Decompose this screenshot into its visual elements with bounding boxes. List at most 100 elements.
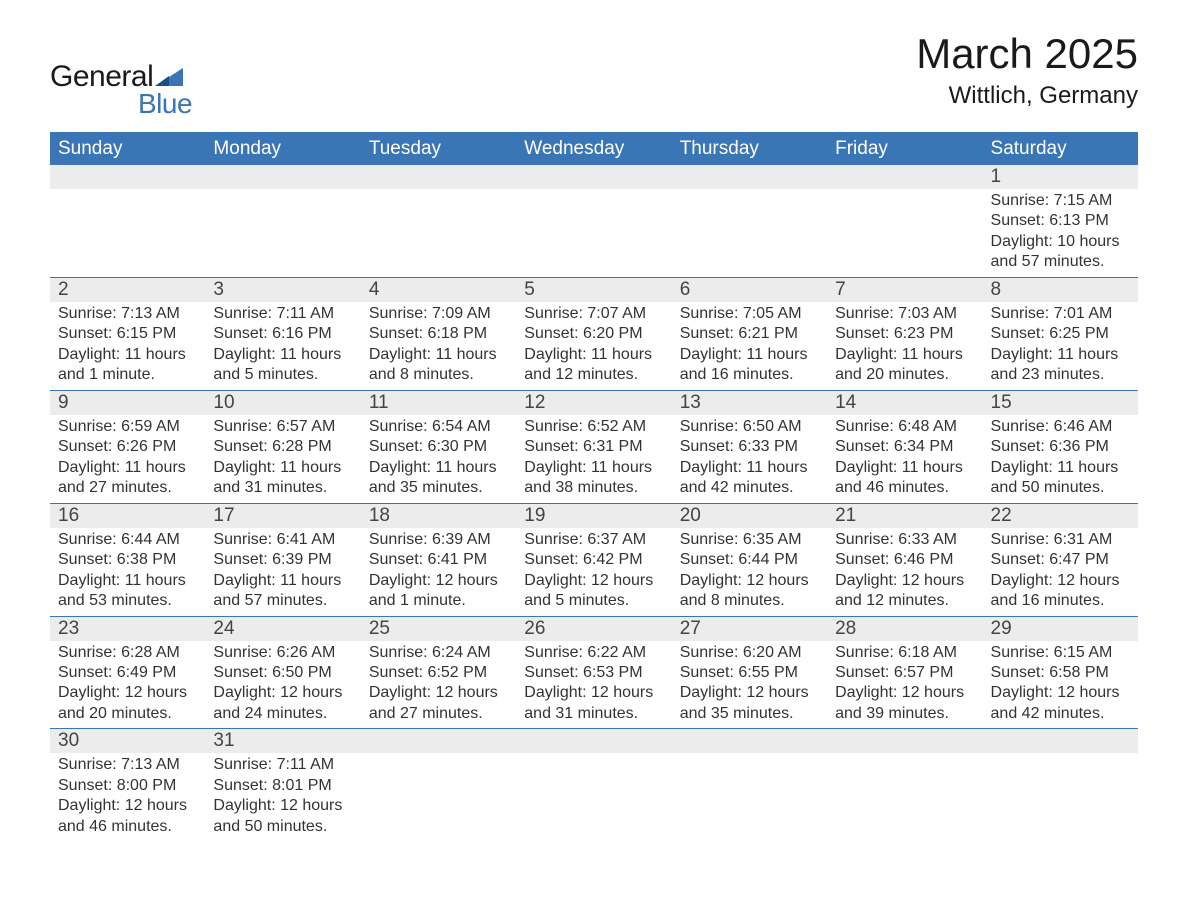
title-block: March 2025 Wittlich, Germany xyxy=(916,30,1138,110)
day-cell: Sunrise: 7:11 AMSunset: 6:16 PMDaylight:… xyxy=(205,302,360,390)
day-cell xyxy=(983,753,1138,841)
col-thursday: Thursday xyxy=(672,133,827,165)
sunrise-line: Sunrise: 6:35 AM xyxy=(680,530,819,550)
daylight-line: Daylight: 12 hours xyxy=(524,571,663,591)
week-daynum-row: 23242526272829 xyxy=(50,616,1138,641)
sunset-line: Sunset: 6:36 PM xyxy=(991,437,1130,457)
sunrise-line: Sunrise: 7:11 AM xyxy=(213,304,352,324)
week-body-row: Sunrise: 6:28 AMSunset: 6:49 PMDaylight:… xyxy=(50,641,1138,729)
sunset-line: Sunset: 6:53 PM xyxy=(524,663,663,683)
daylight-line: Daylight: 11 hours xyxy=(213,571,352,591)
daylight-line: and 1 minute. xyxy=(58,365,197,385)
sunset-line: Sunset: 6:26 PM xyxy=(58,437,197,457)
sunrise-line: Sunrise: 7:05 AM xyxy=(680,304,819,324)
day-number xyxy=(672,165,827,190)
day-cell xyxy=(516,753,671,841)
week-daynum-row: 1 xyxy=(50,165,1138,190)
day-number xyxy=(827,165,982,190)
day-number: 26 xyxy=(516,616,671,641)
daylight-line: Daylight: 11 hours xyxy=(680,458,819,478)
sunrise-line: Sunrise: 6:31 AM xyxy=(991,530,1130,550)
day-cell: Sunrise: 7:07 AMSunset: 6:20 PMDaylight:… xyxy=(516,302,671,390)
daylight-line: and 57 minutes. xyxy=(991,252,1130,272)
day-cell: Sunrise: 7:15 AMSunset: 6:13 PMDaylight:… xyxy=(983,189,1138,277)
sunrise-line: Sunrise: 6:26 AM xyxy=(213,643,352,663)
daylight-line: and 57 minutes. xyxy=(213,591,352,611)
daylight-line: Daylight: 12 hours xyxy=(991,571,1130,591)
week-daynum-row: 16171819202122 xyxy=(50,503,1138,528)
sunset-line: Sunset: 6:28 PM xyxy=(213,437,352,457)
sunset-line: Sunset: 6:57 PM xyxy=(835,663,974,683)
daylight-line: and 46 minutes. xyxy=(835,478,974,498)
sunrise-line: Sunrise: 7:13 AM xyxy=(58,755,197,775)
daylight-line: Daylight: 12 hours xyxy=(58,683,197,703)
day-cell xyxy=(361,753,516,841)
daylight-line: Daylight: 11 hours xyxy=(991,458,1130,478)
daylight-line: Daylight: 12 hours xyxy=(369,683,508,703)
col-saturday: Saturday xyxy=(983,133,1138,165)
sunrise-line: Sunrise: 7:15 AM xyxy=(991,191,1130,211)
title-month: March 2025 xyxy=(916,30,1138,78)
day-number: 1 xyxy=(983,165,1138,190)
sunset-line: Sunset: 6:52 PM xyxy=(369,663,508,683)
day-number: 14 xyxy=(827,390,982,415)
sunset-line: Sunset: 6:46 PM xyxy=(835,550,974,570)
day-cell xyxy=(516,189,671,277)
sunset-line: Sunset: 6:55 PM xyxy=(680,663,819,683)
daylight-line: and 27 minutes. xyxy=(369,704,508,724)
day-number: 12 xyxy=(516,390,671,415)
daylight-line: Daylight: 12 hours xyxy=(835,571,974,591)
day-number: 21 xyxy=(827,503,982,528)
day-number xyxy=(983,729,1138,754)
daylight-line: Daylight: 12 hours xyxy=(213,683,352,703)
sunrise-line: Sunrise: 7:01 AM xyxy=(991,304,1130,324)
day-cell: Sunrise: 6:28 AMSunset: 6:49 PMDaylight:… xyxy=(50,641,205,729)
day-cell: Sunrise: 6:24 AMSunset: 6:52 PMDaylight:… xyxy=(361,641,516,729)
sunset-line: Sunset: 6:20 PM xyxy=(524,324,663,344)
day-cell: Sunrise: 6:57 AMSunset: 6:28 PMDaylight:… xyxy=(205,415,360,503)
daylight-line: Daylight: 11 hours xyxy=(369,458,508,478)
sunrise-line: Sunrise: 7:07 AM xyxy=(524,304,663,324)
sunset-line: Sunset: 6:50 PM xyxy=(213,663,352,683)
daylight-line: and 8 minutes. xyxy=(369,365,508,385)
sunset-line: Sunset: 6:39 PM xyxy=(213,550,352,570)
day-number: 9 xyxy=(50,390,205,415)
day-cell: Sunrise: 7:13 AMSunset: 8:00 PMDaylight:… xyxy=(50,753,205,841)
daylight-line: and 5 minutes. xyxy=(213,365,352,385)
sunrise-line: Sunrise: 6:59 AM xyxy=(58,417,197,437)
col-wednesday: Wednesday xyxy=(516,133,671,165)
sunrise-line: Sunrise: 6:37 AM xyxy=(524,530,663,550)
day-number: 24 xyxy=(205,616,360,641)
sunrise-line: Sunrise: 7:09 AM xyxy=(369,304,508,324)
daylight-line: Daylight: 12 hours xyxy=(369,571,508,591)
day-number xyxy=(361,165,516,190)
brand-blue: Blue xyxy=(138,88,192,120)
day-cell: Sunrise: 6:39 AMSunset: 6:41 PMDaylight:… xyxy=(361,528,516,616)
daylight-line: Daylight: 11 hours xyxy=(835,458,974,478)
daylight-line: Daylight: 11 hours xyxy=(991,345,1130,365)
day-number: 17 xyxy=(205,503,360,528)
sunrise-line: Sunrise: 6:52 AM xyxy=(524,417,663,437)
daylight-line: Daylight: 11 hours xyxy=(524,345,663,365)
daylight-line: Daylight: 12 hours xyxy=(991,683,1130,703)
page-header: General Blue March 2025 Wittlich, German… xyxy=(50,30,1138,120)
day-number: 18 xyxy=(361,503,516,528)
day-number: 31 xyxy=(205,729,360,754)
week-daynum-row: 3031 xyxy=(50,729,1138,754)
day-number: 20 xyxy=(672,503,827,528)
day-cell: Sunrise: 6:37 AMSunset: 6:42 PMDaylight:… xyxy=(516,528,671,616)
sunrise-line: Sunrise: 6:41 AM xyxy=(213,530,352,550)
day-cell: Sunrise: 7:09 AMSunset: 6:18 PMDaylight:… xyxy=(361,302,516,390)
daylight-line: and 12 minutes. xyxy=(835,591,974,611)
calendar-body: 1Sunrise: 7:15 AMSunset: 6:13 PMDaylight… xyxy=(50,165,1138,842)
sunset-line: Sunset: 6:42 PM xyxy=(524,550,663,570)
day-cell: Sunrise: 6:41 AMSunset: 6:39 PMDaylight:… xyxy=(205,528,360,616)
col-sunday: Sunday xyxy=(50,133,205,165)
day-number: 3 xyxy=(205,277,360,302)
day-cell xyxy=(50,189,205,277)
week-body-row: Sunrise: 7:15 AMSunset: 6:13 PMDaylight:… xyxy=(50,189,1138,277)
day-cell: Sunrise: 7:11 AMSunset: 8:01 PMDaylight:… xyxy=(205,753,360,841)
sunset-line: Sunset: 6:25 PM xyxy=(991,324,1130,344)
title-location: Wittlich, Germany xyxy=(916,82,1138,110)
sunrise-line: Sunrise: 6:20 AM xyxy=(680,643,819,663)
